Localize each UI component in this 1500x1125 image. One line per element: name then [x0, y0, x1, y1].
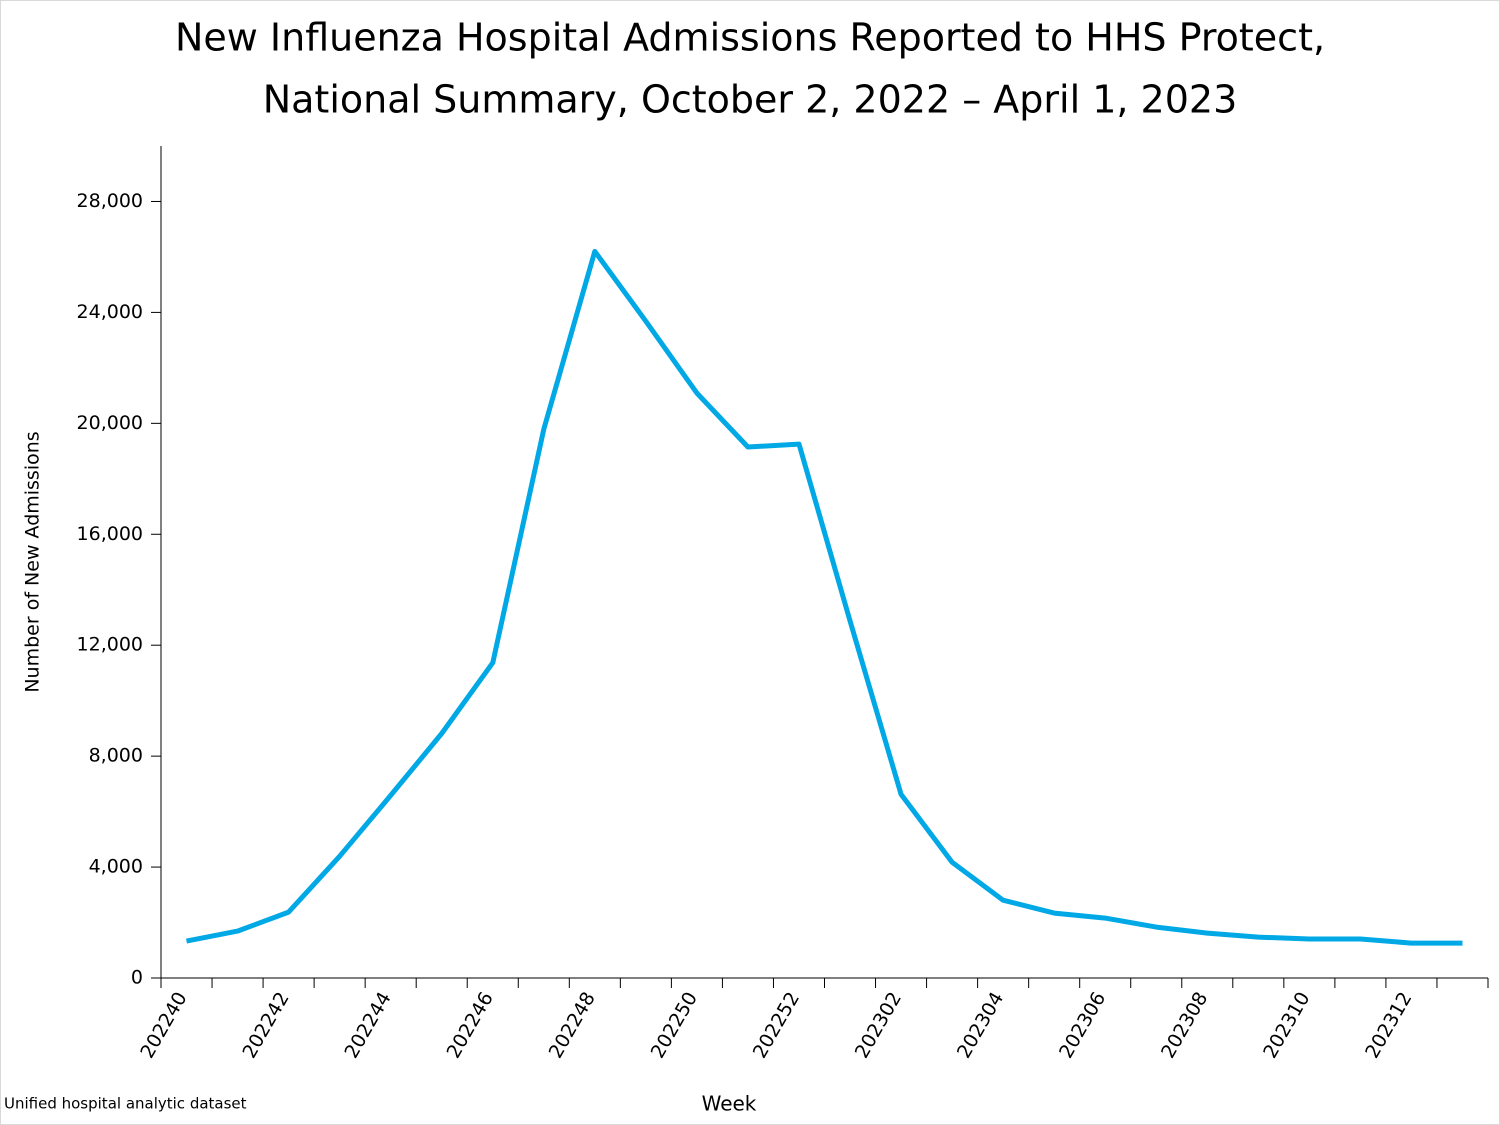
y-tick-label: 4,000 [89, 856, 143, 878]
y-tick-label: 12,000 [77, 634, 143, 656]
y-axis-label: Number of New Admissions [22, 431, 44, 692]
y-tick-label: 20,000 [77, 412, 143, 434]
y-tick-label: 16,000 [77, 523, 143, 545]
y-tick-label: 8,000 [89, 745, 143, 767]
chart-title: New Influenza Hospital Admissions Report… [175, 16, 1325, 60]
y-tick-label: 24,000 [77, 301, 143, 323]
y-tick-label: 28,000 [77, 190, 143, 212]
chart-title: National Summary, October 2, 2022 – Apri… [263, 78, 1238, 122]
y-tick-label: 0 [131, 967, 143, 989]
x-axis-label: Week [702, 1092, 757, 1116]
annotation: Unified hospital analytic dataset [4, 1095, 247, 1113]
data-line [186, 248, 1463, 946]
